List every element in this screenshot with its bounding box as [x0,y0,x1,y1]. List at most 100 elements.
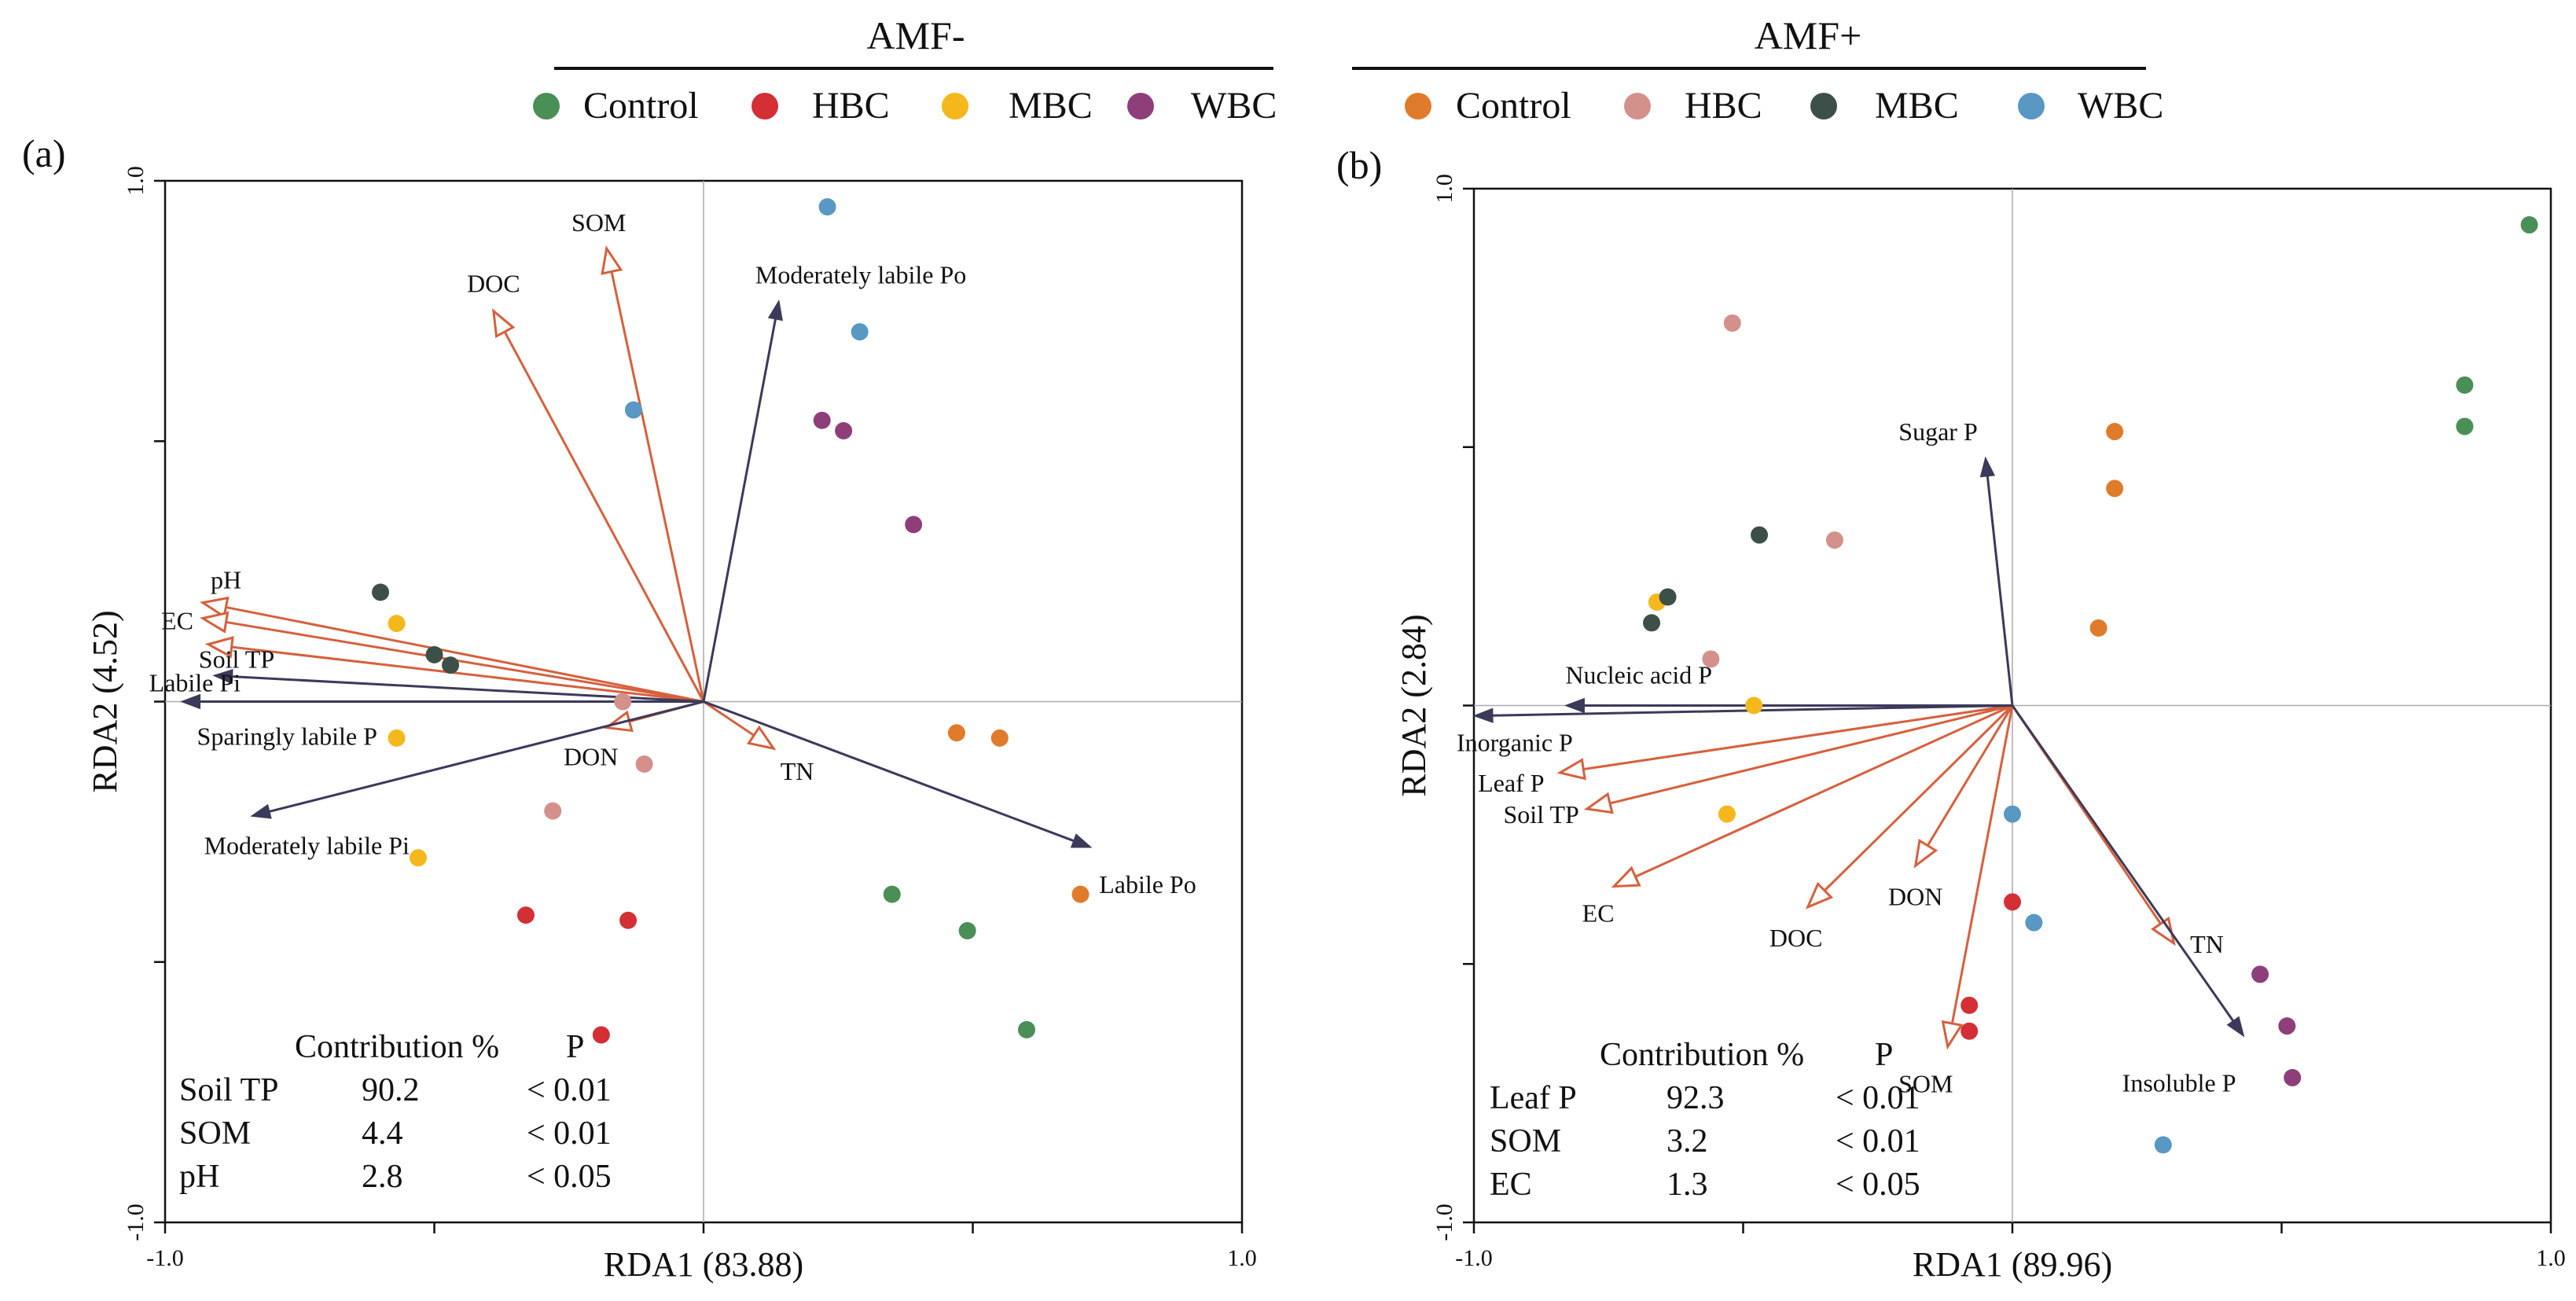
point-amf-control [2089,619,2107,637]
point-amf-hbc [1960,996,1979,1014]
point-amf-control [990,729,1009,747]
legend-group-title-amf-minus: AMF- [866,13,965,57]
point-amf-control [1071,885,1090,903]
x-axis-title: RDA1 (89.96) [1913,1245,2112,1284]
table-cell: < 0.05 [1836,1167,1920,1203]
legend-label: WBC [1191,85,1277,127]
env-vector-doc: DOC [467,270,705,703]
vector-label: EC [161,607,193,635]
env-vector-don: DON [564,700,704,771]
point-amf-mbc [442,656,460,674]
vector-label: Moderately labile Pi [204,831,410,859]
table-cell: < 0.01 [527,1072,612,1108]
point-amf-control [947,724,965,742]
legend-marker [942,93,968,119]
legend-label: Control [1456,85,1571,127]
legend-label: WBC [2078,85,2163,127]
legend: AMF- AMF+ Control HBC MBC WBC Control HB… [533,13,2163,127]
vector-label: EC [1582,899,1615,928]
point-amf-mbc [425,645,443,663]
point-amf-wbc [2154,1136,2172,1154]
point-amf-hbc [614,693,632,711]
y-tick-label: 1.0 [123,166,149,196]
legend-marker [1405,93,1431,119]
point-amf-wbc [818,198,836,216]
vector-label: Inorganic P [1457,729,1573,757]
vector-label: Soil TP [199,645,274,674]
table-cell: 4.4 [362,1115,403,1152]
plot-area: -1.0 1.0 1.0 -1.0 RDA1 (89.96) RDA2 (2.84) Lea… [1395,174,2566,1284]
legend-marker [1127,93,1154,119]
legend-item-amf-minus-wbc: WBC [1127,85,1277,127]
vector-label: Labile Pi [149,668,241,696]
resp-vector-labile-po: Labile Po [703,700,1196,899]
point-amf-hbc [635,755,653,773]
legend-label: MBC [1875,85,1959,127]
y-tick-label: 1.0 [1431,174,1457,204]
x-axis-title: RDA1 (83.88) [604,1245,803,1284]
point-amf-mbc [1643,614,1661,632]
legend-marker [1624,93,1651,119]
point-amf-mbc [1745,696,1763,715]
table-cell: pH [179,1159,219,1195]
legend-label: Control [583,85,699,127]
x-tick-label: 1.0 [2536,1245,2566,1271]
vector-label: Sparingly labile P [197,722,377,751]
point-amf-wbc [624,401,642,419]
point-amf-mbc [388,615,406,633]
table-cell: 90.2 [362,1072,420,1108]
x-tick-label: 1.0 [1227,1245,1257,1271]
contribution-table: Contribution % P Soil TP 90.2 < 0.01 SOM 4.4 < … [179,1029,612,1195]
table-header: Contribution % [1600,1037,1804,1073]
point-amf-hbc [619,911,638,929]
panel-label: (a) [22,131,66,175]
vector-label: SOM [571,208,626,237]
legend-group-title-amf-plus: AMF+ [1755,13,1862,57]
vector-label: Insoluble P [2122,1068,2236,1097]
legend-item-amf-minus-control: Control [533,85,699,127]
table-header: P [566,1029,584,1065]
resp-vector-nucleic-acid-p: Nucleic acid P [1564,661,2012,714]
env-vector-tn: TN [703,700,814,785]
table-cell: < 0.01 [527,1115,612,1152]
point-amf-control [883,885,901,903]
point-amf-control [958,922,976,939]
vector-label: TN [2190,930,2224,958]
vector-label: DON [1888,882,1942,910]
panel-b: (b) -1.0 1.0 1.0 -1.0 RDA1 (89.96) RDA2 (2.84… [1336,143,2566,1284]
y-axis-title: RDA2 (2.84) [1395,614,1433,796]
point-amf-hbc [592,1026,610,1044]
resp-vector-sugar-p: Sugar P [1898,417,2014,706]
point-amf-wbc [2004,805,2021,823]
vector-label: DOC [467,270,520,298]
env-vector-som: SOM [1898,705,2014,1097]
y-tick-label: -1.0 [123,1204,149,1241]
plot-area: -1.0 1.0 1.0 -1.0 RDA1 (83.88) RDA2 (4.52) SOM… [86,166,1257,1284]
point-amf-control [1018,1020,1035,1038]
env-vector-ec: EC [1582,704,2013,928]
vector-label: Moderately labile Po [755,260,966,288]
table-cell: EC [1490,1167,1532,1203]
point-amf-wbc [2284,1068,2302,1086]
point-amf-hbc [544,802,562,820]
legend-item-amf-plus-control: Control [1405,85,1571,127]
legend-item-amf-plus-mbc: MBC [1810,85,1959,127]
table-cell: < 0.05 [527,1159,612,1195]
point-amf-control [2520,216,2538,234]
point-amf-wbc [813,411,831,429]
env-vector-som: SOM [571,208,705,702]
point-amf-hbc [1960,1022,1979,1040]
point-amf-hbc [516,906,535,924]
legend-marker [751,93,778,119]
legend-marker [1810,93,1837,119]
resp-vector-moderately-labile-pi: Moderately labile Pi [204,700,704,859]
legend-label: HBC [812,85,890,127]
panel-a: (a) -1.0 1.0 1.0 -1.0 RDA1 (83.88) RDA2 (4.52… [22,131,1257,1284]
point-amf-wbc [2025,913,2043,932]
point-amf-mbc [409,849,427,867]
resp-vector-inorganic-p: Inorganic P [1457,704,2013,757]
legend-item-amf-minus-hbc: HBC [751,85,890,127]
legend-marker [533,93,560,119]
vector-label: Leaf P [1478,769,1544,797]
table-cell: 1.3 [1666,1167,1708,1203]
